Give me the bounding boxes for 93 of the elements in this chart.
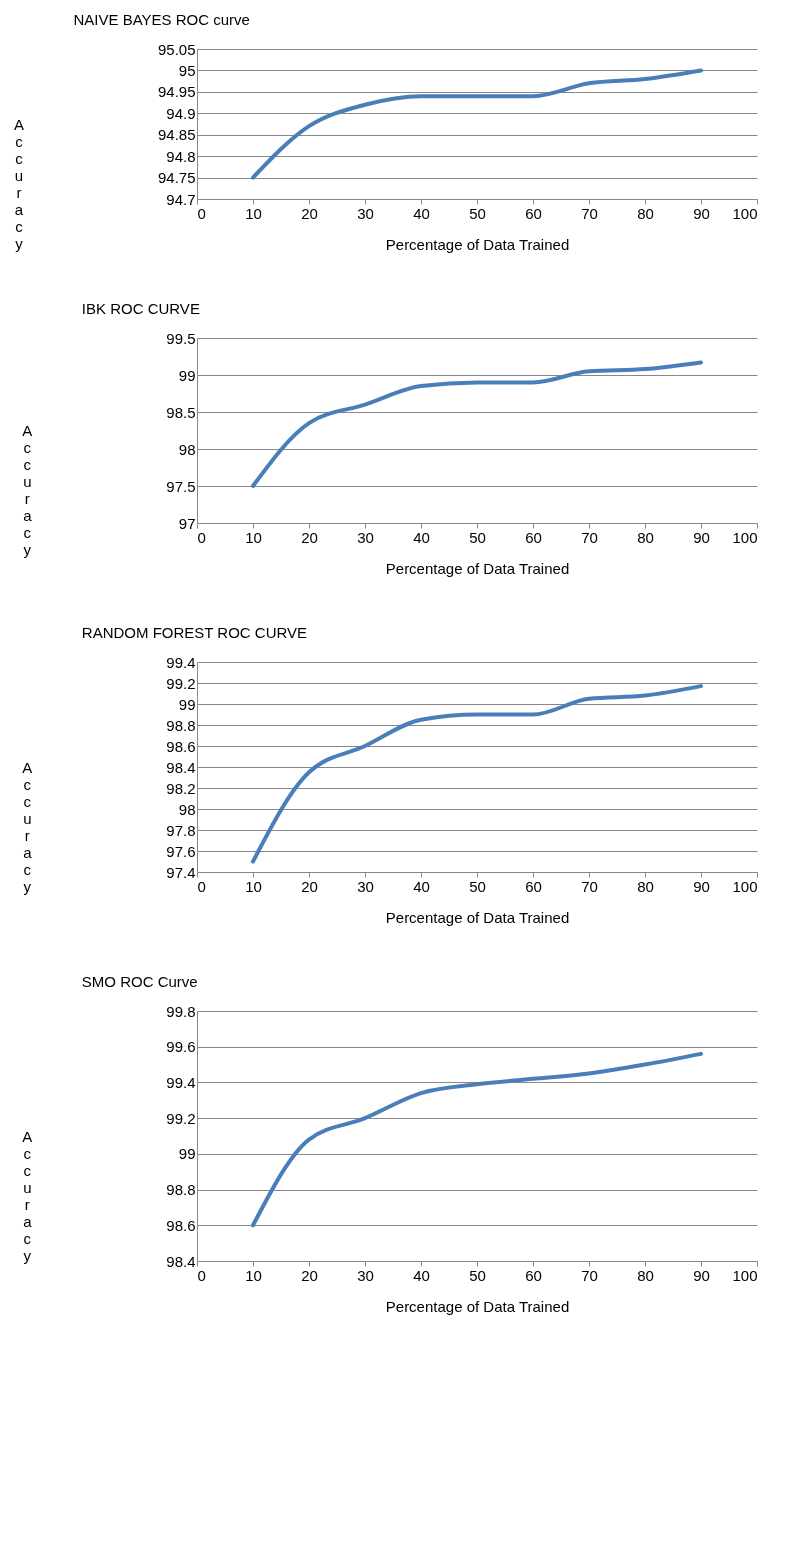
x-tick-label: 10 xyxy=(245,204,262,222)
y-tick-label: 99 xyxy=(178,695,196,713)
x-tick-label: 10 xyxy=(245,1266,262,1284)
x-tick-label: 40 xyxy=(413,528,430,546)
line-series xyxy=(251,684,703,864)
y-tick-label: 97.8 xyxy=(166,821,196,839)
chart-title: NAIVE BAYES ROC curve xyxy=(73,11,250,28)
x-tick-label: 30 xyxy=(357,877,374,895)
y-tick-label: 99.2 xyxy=(166,1109,196,1127)
y-tick-label: 98 xyxy=(178,440,196,458)
y-tick-label: 95.05 xyxy=(157,40,196,58)
x-tick-label: 30 xyxy=(357,528,374,546)
x-axis-title: Percentage of Data Trained xyxy=(385,235,570,253)
chart-title: RANDOM FOREST ROC CURVE xyxy=(81,624,308,641)
y-tick-label: 94.95 xyxy=(157,83,196,101)
chart-title: SMO ROC Curve xyxy=(81,973,198,990)
y-tick-label: 94.9 xyxy=(166,104,196,122)
y-tick-label: 97.4 xyxy=(166,863,196,881)
x-tick-label: 60 xyxy=(525,528,542,546)
chart-title: IBK ROC CURVE xyxy=(81,300,200,317)
y-axis-title: Accuracy xyxy=(13,115,24,252)
y-tick-label: 94.75 xyxy=(157,169,196,187)
x-tick-label: 30 xyxy=(357,204,374,222)
y-tick-label: 95 xyxy=(178,61,196,79)
x-tick-label: 50 xyxy=(469,528,486,546)
y-tick-label: 98.8 xyxy=(166,716,196,734)
x-axis-title: Percentage of Data Trained xyxy=(385,559,570,577)
x-tick-label: 40 xyxy=(413,1266,430,1284)
x-tick-label: 10 xyxy=(245,877,262,895)
y-tick-label: 97.6 xyxy=(166,842,196,860)
x-tick-label: 0 xyxy=(197,1266,206,1284)
x-axis-title: Percentage of Data Trained xyxy=(385,1297,570,1315)
x-tick-label: 20 xyxy=(301,528,318,546)
y-tick-label: 94.7 xyxy=(166,190,196,208)
y-tick-label: 99.4 xyxy=(166,1073,196,1091)
y-tick-label: 94.8 xyxy=(166,147,196,165)
y-tick-label: 98.2 xyxy=(166,779,196,797)
y-tick-label: 97 xyxy=(178,514,196,532)
y-tick-label: 98.4 xyxy=(166,1252,196,1270)
x-tick-label: 90 xyxy=(693,877,710,895)
x-tick-label: 10 xyxy=(245,528,262,546)
line-series xyxy=(251,68,703,180)
line-series xyxy=(251,1051,703,1228)
x-tick-label: 20 xyxy=(301,877,318,895)
y-tick-label: 99.2 xyxy=(166,674,196,692)
x-tick-label: 20 xyxy=(301,1266,318,1284)
x-tick-label: 70 xyxy=(581,1266,598,1284)
x-tick-label: 70 xyxy=(581,877,598,895)
y-tick-label: 98.6 xyxy=(166,1216,196,1234)
x-tick-label: 40 xyxy=(413,877,430,895)
x-tick-label: 60 xyxy=(525,1266,542,1284)
x-tick-label: 0 xyxy=(197,204,206,222)
y-tick-label: 99.8 xyxy=(166,1002,196,1020)
x-tick-label: 60 xyxy=(525,204,542,222)
x-tick-label: 40 xyxy=(413,204,430,222)
x-tick-label: 80 xyxy=(637,1266,654,1284)
y-tick-label: 98 xyxy=(178,800,196,818)
x-tick-label: 20 xyxy=(301,204,318,222)
x-tick-label: 100 xyxy=(732,877,758,895)
y-tick-label: 98.6 xyxy=(166,737,196,755)
x-tick-label: 90 xyxy=(693,528,710,546)
y-tick-label: 98.5 xyxy=(166,403,196,421)
x-tick-label: 50 xyxy=(469,877,486,895)
x-axis-title: Percentage of Data Trained xyxy=(385,908,570,926)
y-tick-label: 99.5 xyxy=(166,329,196,347)
y-axis-title: Accuracy xyxy=(22,1127,33,1264)
x-tick-label: 70 xyxy=(581,528,598,546)
y-tick-label: 98.8 xyxy=(166,1181,196,1199)
y-tick-label: 99.6 xyxy=(166,1038,196,1056)
line-series xyxy=(251,360,703,488)
y-tick-label: 94.85 xyxy=(157,126,196,144)
y-axis-title: Accuracy xyxy=(22,422,33,558)
y-tick-label: 99.4 xyxy=(166,653,196,671)
x-tick-label: 30 xyxy=(357,1266,374,1284)
y-tick-label: 99 xyxy=(178,1145,196,1163)
x-tick-label: 0 xyxy=(197,877,206,895)
x-tick-label: 100 xyxy=(732,1266,758,1284)
x-tick-label: 80 xyxy=(637,528,654,546)
x-tick-label: 100 xyxy=(732,204,758,222)
x-tick-label: 50 xyxy=(469,1266,486,1284)
y-axis-title: Accuracy xyxy=(22,758,33,895)
x-tick-label: 70 xyxy=(581,204,598,222)
x-tick-label: 100 xyxy=(732,528,758,546)
y-tick-label: 99 xyxy=(178,366,196,384)
x-tick-label: 80 xyxy=(637,204,654,222)
x-tick-label: 60 xyxy=(525,877,542,895)
y-tick-label: 98.4 xyxy=(166,758,196,776)
x-tick-label: 90 xyxy=(693,1266,710,1284)
y-tick-label: 97.5 xyxy=(166,477,196,495)
x-tick-label: 80 xyxy=(637,877,654,895)
x-tick-label: 0 xyxy=(197,528,206,546)
x-tick-label: 50 xyxy=(469,204,486,222)
x-tick-label: 90 xyxy=(693,204,710,222)
